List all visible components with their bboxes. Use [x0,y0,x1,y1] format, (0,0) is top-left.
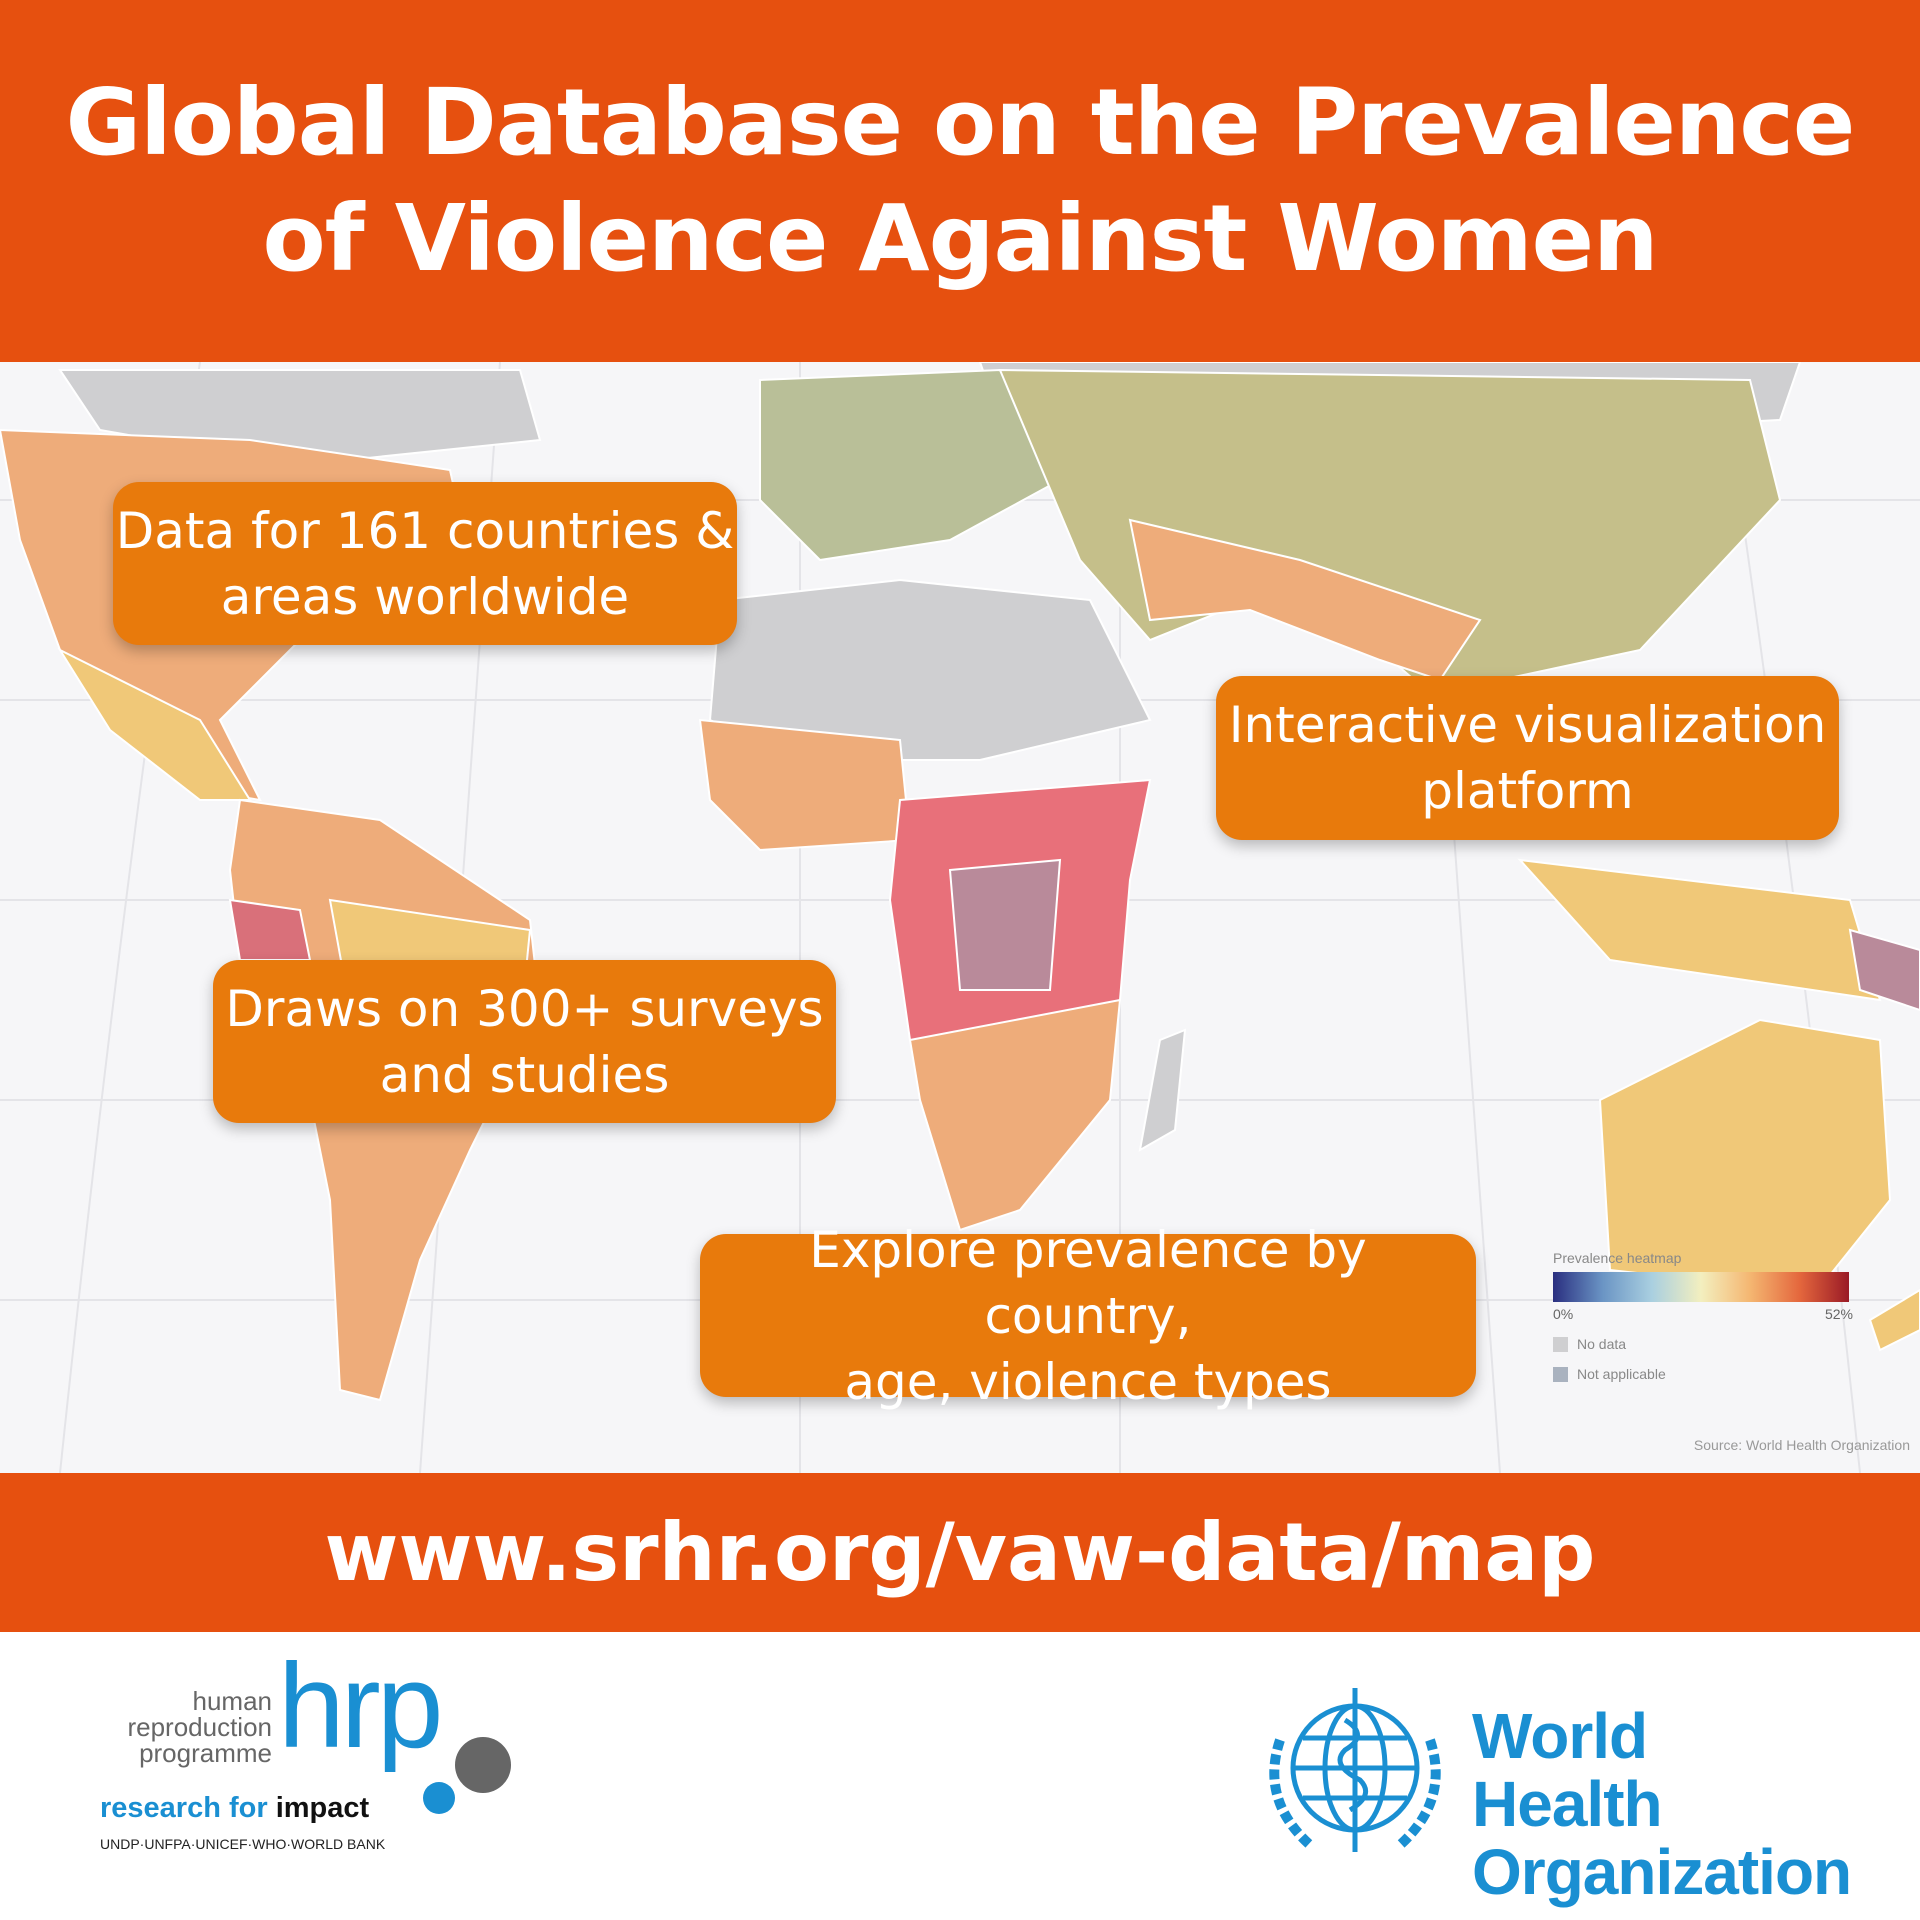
madagascar [1138,1028,1187,1152]
callout-text: Explore prevalence by country, [809,1220,1367,1345]
who-line: World Health [1472,1700,1663,1840]
south-asia [1128,518,1482,682]
callout-text: age, violence types [844,1352,1332,1411]
who-line: Organization [1472,1836,1852,1908]
who-name: World Health Organization [1472,1700,1852,1908]
legend-title: Prevalence heatmap [1553,1250,1682,1266]
callout-interactive: Interactive visualization platform [1216,676,1839,840]
title-line-2: of Violence Against Women [262,185,1658,292]
australia [1598,1018,1892,1302]
hrp-tagline: research for [100,1792,268,1824]
map-source: Source: World Health Organization [1693,1437,1910,1453]
west-africa [698,718,912,852]
no-data-swatch [1553,1336,1568,1352]
callout-text: areas worldwide [220,567,630,626]
hrp-line: programme [139,1738,272,1768]
page-title: Global Database on the Prevalence of Vio… [65,65,1856,297]
png [1848,928,1920,1012]
congo-basin [948,858,1062,991]
map-legend: Prevalence heatmap 0% 52% No data Not app… [1553,1250,1853,1382]
callout-countries: Data for 161 countries & areas worldwide [113,482,737,645]
callout-text: Draws on 300+ surveys [225,979,824,1038]
hrp-partners: UNDP·UNFPA·UNICEF·WHO·WORLD BANK [100,1836,386,1852]
legend-not-applicable: Not applicable [1577,1366,1666,1382]
new-zealand [1868,1288,1920,1352]
southern-africa [908,998,1122,1232]
callout-surveys: Draws on 300+ surveys and studies [213,960,836,1123]
hrp-tagline-impact: impact [275,1792,370,1824]
callout-text: and studies [379,1045,670,1104]
hrp-line: human [192,1686,273,1716]
callout-explore: Explore prevalence by country, age, viole… [700,1221,1476,1411]
legend-color-scale [1553,1272,1849,1302]
hrp-blue-dot [423,1782,455,1814]
callout-text: Interactive visualization [1228,696,1827,754]
hrp-gray-dot [455,1737,511,1793]
legend-max: 52% [1824,1306,1853,1322]
callout-text: platform [1421,762,1634,820]
who-logo: World Health Organization [1250,1680,1852,1906]
andes-region [228,898,312,961]
website-url[interactable]: www.srhr.org/vaw-data/map [324,1506,1596,1599]
legend-no-data: No data [1577,1336,1627,1352]
legend-min: 0% [1553,1306,1574,1322]
southeast-asia [1517,858,1882,1002]
who-emblem-icon [1269,1688,1441,1852]
hrp-mark: hrp [278,1639,443,1773]
hrp-logo: human reproduction programme hrp researc… [100,1646,520,1870]
not-applicable-swatch [1553,1366,1568,1382]
central-america [57,647,252,801]
hrp-line: reproduction [127,1712,272,1742]
header-banner: Global Database on the Prevalence of Vio… [0,0,1920,362]
url-banner: www.srhr.org/vaw-data/map [0,1473,1920,1632]
title-line-1: Global Database on the Prevalence [65,69,1856,176]
callout-text: Data for 161 countries & [115,501,735,560]
